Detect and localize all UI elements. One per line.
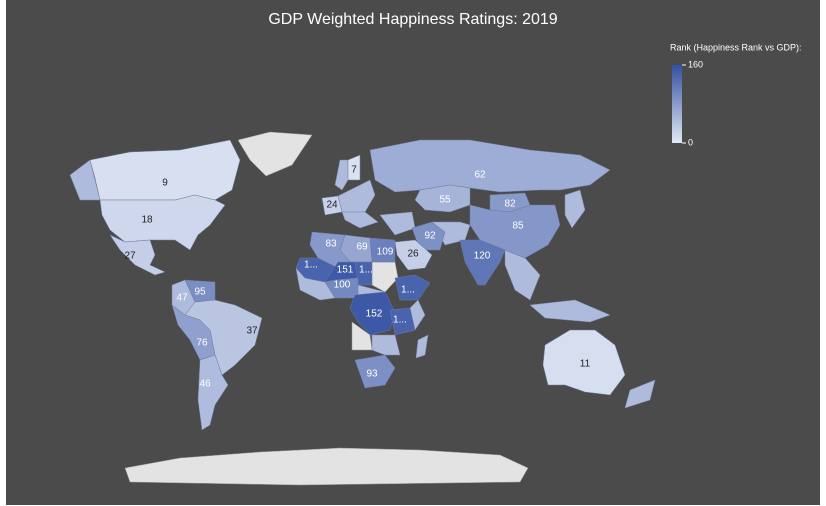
country bbox=[347, 154, 361, 181]
colorbar-tick-label: 160 bbox=[688, 59, 703, 69]
data-label: 95 bbox=[194, 287, 206, 298]
country bbox=[349, 291, 396, 336]
data-label: 7 bbox=[351, 165, 357, 176]
country bbox=[109, 234, 166, 276]
data-label: 37 bbox=[246, 326, 258, 337]
country bbox=[324, 277, 359, 299]
data-label: 26 bbox=[407, 249, 419, 260]
country bbox=[89, 139, 241, 201]
data-label: 100 bbox=[334, 280, 351, 291]
chart-title: GDP Weighted Happiness Ratings: 2019 bbox=[268, 11, 557, 28]
country bbox=[321, 195, 343, 216]
data-label: 62 bbox=[474, 170, 486, 181]
data-label: 47 bbox=[176, 293, 188, 304]
country bbox=[354, 261, 373, 286]
country bbox=[354, 354, 396, 389]
country bbox=[389, 307, 416, 336]
data-label: 93 bbox=[366, 369, 378, 380]
data-label: 1... bbox=[359, 265, 373, 276]
data-label: 1... bbox=[401, 285, 415, 296]
data-label: 55 bbox=[439, 195, 451, 206]
data-label: 1... bbox=[393, 315, 407, 326]
data-label: 76 bbox=[196, 338, 208, 349]
data-label: 46 bbox=[199, 379, 211, 390]
country bbox=[99, 194, 226, 251]
data-label: 85 bbox=[512, 221, 524, 232]
data-label: 120 bbox=[474, 251, 491, 262]
country bbox=[394, 274, 431, 301]
country bbox=[369, 139, 611, 193]
data-label: 151 bbox=[337, 265, 354, 276]
country bbox=[414, 184, 471, 213]
country bbox=[542, 329, 626, 396]
data-label: 9 bbox=[162, 178, 168, 189]
colorbar-tick-label: 0 bbox=[688, 137, 693, 147]
colorbar-title: Rank (Happiness Rank vs GDP): bbox=[670, 42, 802, 52]
regions: 9 18 27 95 47 37 76 46 11 62 55 82 85 92 120 26 109 69 83 1… bbox=[89, 139, 626, 431]
country bbox=[197, 354, 229, 431]
data-label: 11 bbox=[580, 359, 591, 370]
data-label: 92 bbox=[424, 231, 436, 242]
unlabelled-land bbox=[69, 131, 656, 486]
data-label: 83 bbox=[325, 239, 337, 250]
data-label: 18 bbox=[141, 215, 153, 226]
data-label: 27 bbox=[124, 251, 136, 262]
country bbox=[459, 239, 506, 286]
colorbar bbox=[672, 65, 682, 143]
data-label: 69 bbox=[356, 242, 368, 253]
data-label: 152 bbox=[366, 309, 383, 320]
data-label: 24 bbox=[326, 200, 338, 211]
data-label: 82 bbox=[504, 199, 516, 210]
data-label: 109 bbox=[377, 247, 394, 258]
country bbox=[394, 239, 433, 271]
data-label: 1... bbox=[304, 260, 318, 271]
